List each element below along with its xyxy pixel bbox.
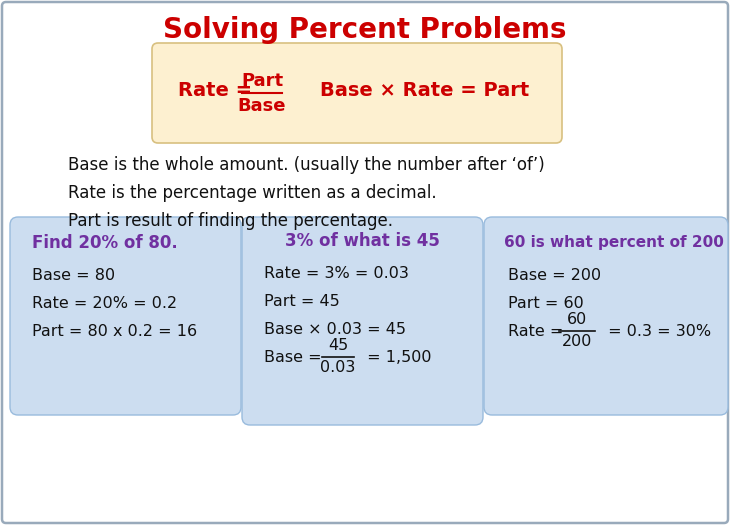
Text: 60: 60 — [567, 312, 587, 328]
Text: 60 is what percent of 200: 60 is what percent of 200 — [504, 236, 724, 250]
Text: Base: Base — [238, 97, 286, 115]
Text: Part = 80 x 0.2 = 16: Part = 80 x 0.2 = 16 — [32, 323, 197, 339]
Text: Find 20% of 80.: Find 20% of 80. — [32, 234, 177, 252]
Text: Part = 45: Part = 45 — [264, 293, 339, 309]
Text: = 0.3 = 30%: = 0.3 = 30% — [603, 323, 711, 339]
Text: Rate is the percentage written as a decimal.: Rate is the percentage written as a deci… — [68, 184, 437, 202]
Text: Base × 0.03 = 45: Base × 0.03 = 45 — [264, 321, 406, 337]
Text: Part: Part — [241, 72, 283, 90]
FancyBboxPatch shape — [484, 217, 728, 415]
Text: Part = 60: Part = 60 — [508, 296, 584, 310]
Text: Base = 200: Base = 200 — [508, 268, 601, 282]
Text: = 1,500: = 1,500 — [362, 350, 431, 364]
FancyBboxPatch shape — [242, 217, 483, 425]
Text: Base is the whole amount. (usually the number after ‘of’): Base is the whole amount. (usually the n… — [68, 156, 545, 174]
Text: Rate = 3% = 0.03: Rate = 3% = 0.03 — [264, 266, 409, 280]
Text: Base × Rate = Part: Base × Rate = Part — [320, 81, 529, 100]
Text: 0.03: 0.03 — [320, 361, 356, 375]
Text: Rate =: Rate = — [178, 81, 259, 100]
FancyBboxPatch shape — [152, 43, 562, 143]
Text: 3% of what is 45: 3% of what is 45 — [285, 232, 440, 250]
Text: Base =: Base = — [264, 350, 327, 364]
Text: Base = 80: Base = 80 — [32, 268, 115, 282]
Text: Solving Percent Problems: Solving Percent Problems — [164, 16, 566, 44]
Text: Rate = 20% = 0.2: Rate = 20% = 0.2 — [32, 296, 177, 310]
Text: Part is result of finding the percentage.: Part is result of finding the percentage… — [68, 212, 393, 230]
FancyBboxPatch shape — [10, 217, 241, 415]
Text: 45: 45 — [328, 339, 348, 353]
Text: 200: 200 — [562, 334, 592, 350]
Text: Rate =: Rate = — [508, 323, 569, 339]
